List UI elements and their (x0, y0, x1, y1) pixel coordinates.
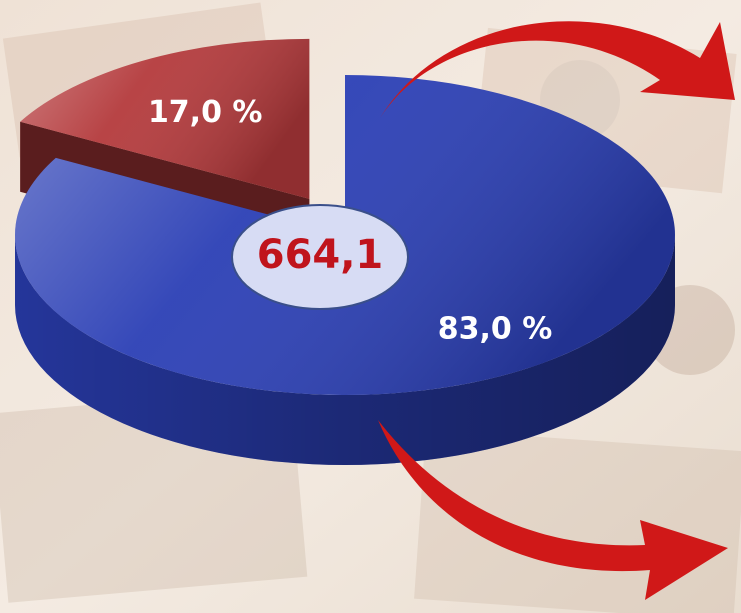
value-label: 17,0 % (148, 95, 263, 130)
value-label: 83,0 % (438, 312, 553, 347)
chart: 17,0 % 83,0 % 664,1 (0, 0, 741, 613)
center-label: 664,1 (257, 232, 384, 278)
